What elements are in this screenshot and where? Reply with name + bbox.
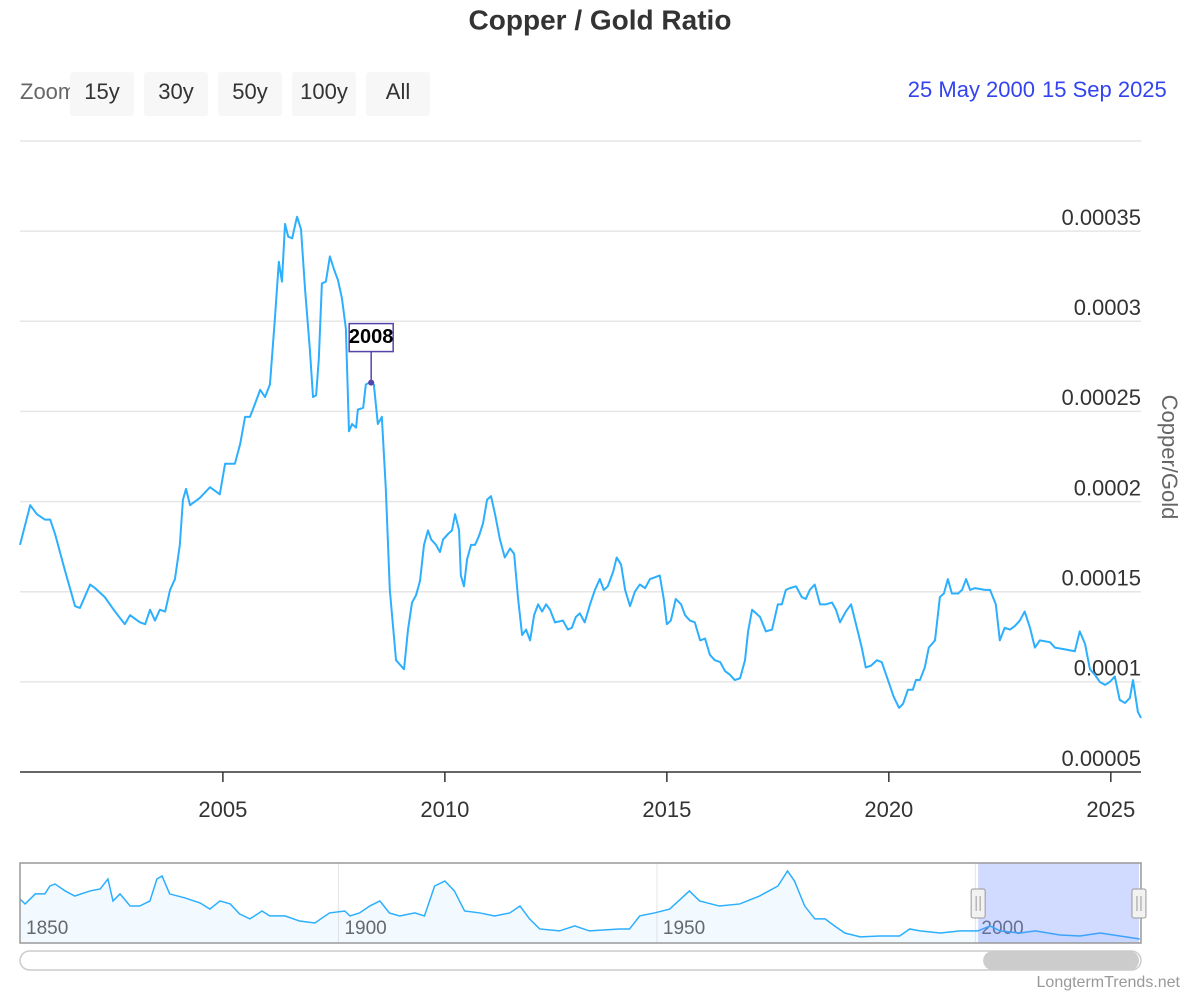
navigator-tick-label: 1950 bbox=[663, 918, 705, 939]
zoom-button-label[interactable]: 50y bbox=[232, 79, 267, 104]
y-tick-label: 0.00015 bbox=[1061, 566, 1141, 591]
navigator-tick-label: 1850 bbox=[26, 918, 68, 939]
navigator-mask[interactable] bbox=[978, 863, 1139, 943]
range-to[interactable]: 15 Sep 2025 bbox=[1042, 77, 1167, 102]
zoom-button[interactable] bbox=[292, 72, 356, 116]
zoom-button-label[interactable]: 30y bbox=[158, 79, 193, 104]
zoom-button[interactable] bbox=[70, 72, 134, 116]
y-tick-label: 0.0003 bbox=[1074, 295, 1141, 320]
zoom-button[interactable] bbox=[366, 72, 430, 116]
scrollbar-track bbox=[19, 950, 1142, 971]
chart-title: Copper / Gold Ratio bbox=[469, 4, 732, 35]
y-tick-label: 0.00025 bbox=[1061, 385, 1141, 410]
x-tick-label: 2025 bbox=[1086, 797, 1135, 822]
credits[interactable]: LongtermTrends.net bbox=[1037, 974, 1181, 991]
x-tick-label: 2010 bbox=[420, 797, 469, 822]
navigator-line bbox=[19, 869, 1140, 940]
annotation-box bbox=[348, 322, 394, 353]
y-tick-label: 0.0001 bbox=[1074, 656, 1141, 681]
zoom-label: Zoom bbox=[20, 79, 76, 104]
x-tick-label: 2020 bbox=[864, 797, 913, 822]
scrollbar-thumb[interactable] bbox=[983, 951, 1139, 970]
navigator-tick-label: 1900 bbox=[344, 918, 386, 939]
navigator-handle[interactable] bbox=[1131, 888, 1147, 919]
zoom-button[interactable] bbox=[144, 72, 208, 116]
x-tick-label: 2005 bbox=[198, 797, 247, 822]
data-line bbox=[19, 215, 1142, 719]
zoom-button-label[interactable]: 100y bbox=[300, 79, 348, 104]
zoom-button-label[interactable]: All bbox=[386, 79, 410, 104]
navigator-handle[interactable] bbox=[970, 888, 986, 919]
annotation-point bbox=[368, 379, 375, 386]
y-tick-label: 0.00035 bbox=[1061, 205, 1141, 230]
range-from[interactable]: 25 May 2000 bbox=[908, 77, 1035, 102]
y-tick-label: 0.00005 bbox=[1061, 746, 1141, 771]
navigator-tick-label: 2000 bbox=[981, 918, 1023, 939]
navigator-area bbox=[20, 871, 1140, 943]
x-tick-label: 2015 bbox=[642, 797, 691, 822]
annotation-label: 2008 bbox=[349, 326, 394, 348]
zoom-button[interactable] bbox=[218, 72, 282, 116]
y-axis-title: Copper/Gold bbox=[1157, 395, 1182, 520]
y-tick-label: 0.0002 bbox=[1074, 475, 1141, 500]
zoom-button-label[interactable]: 15y bbox=[84, 79, 119, 104]
